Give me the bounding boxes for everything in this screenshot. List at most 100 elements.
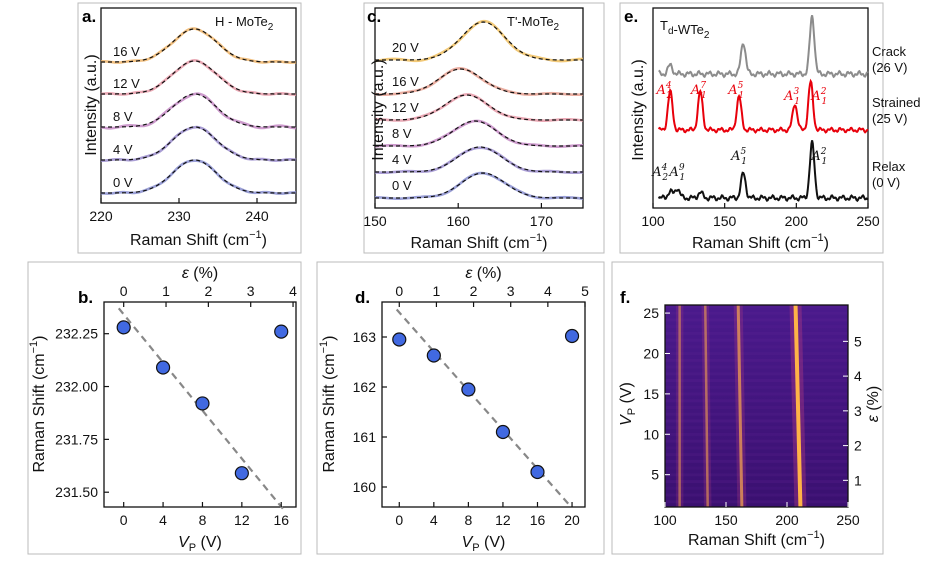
panel-e-mode-sub: 1 [821, 157, 827, 167]
panel-a-ylabel: Intensity (a.u.) [83, 54, 100, 155]
panel-c-frame [374, 7, 584, 209]
panel-f-heatmap-bg [665, 305, 848, 507]
panel-d-border [316, 261, 605, 555]
panel-a-series-label: 12 V [113, 76, 140, 91]
panel-c-xlabel-sup: −1 [530, 232, 543, 244]
panel-f-chart: f. 100 150 200 250 5 10 15 20 25 1 2 3 4 5 Raman Shift … [618, 288, 882, 549]
panel-d-xtick-label: 20 [564, 512, 580, 528]
panel-f-streak [665, 352, 848, 356]
panel-c-xlabel-text: Raman Shift (cm [410, 235, 529, 252]
panel-e-mode-sup: 2 [820, 87, 827, 97]
panel-f-ytick-label: 5 [651, 467, 659, 483]
panel-a-xtick-label: 230 [167, 208, 191, 224]
panel-f-streak [665, 453, 848, 457]
panel-c-title-2: 2 [554, 22, 560, 33]
panel-b-ylabel-close: ) [31, 335, 48, 340]
panel-f-ylabel-rest: (V) [618, 382, 635, 408]
panel-c-letter: c. [367, 7, 381, 26]
panel-d-point [392, 332, 407, 347]
panel-b-top-tick-label: 0 [120, 283, 128, 299]
panel-e-mode-sup: 4 [665, 81, 672, 91]
panel-f-ylabel: VP (V) [618, 382, 638, 426]
panel-f-streak [665, 446, 848, 450]
panel-f-streak [665, 345, 848, 349]
panel-a-chart: a. H - MoTe2 0 V 4 V 8 V 12 V 16 V 220 230 240 Ram… [82, 7, 297, 249]
panel-a-fit-line [101, 93, 296, 128]
panel-b-letter: b. [78, 288, 93, 307]
panel-f-band-line [793, 304, 803, 508]
panel-a-fit-line [101, 159, 296, 194]
panel-f-ytick-label: 25 [643, 305, 659, 321]
panel-b-top-tick-label: 3 [247, 283, 255, 299]
panel-f-right-tick-label: 1 [854, 472, 862, 488]
panel-b-point [155, 360, 171, 375]
panel-e-mode-sup: 5 [740, 147, 746, 157]
panel-a-xlabel: Raman Shift (cm−1) [130, 229, 267, 249]
panel-e-mode-A: A [730, 149, 740, 164]
panel-f-streak [665, 459, 848, 463]
panel-a-xtick-label: 220 [89, 208, 113, 224]
panel-e-xlabel: Raman Shift (cm−1) [692, 232, 829, 252]
panel-c-fit-line [375, 68, 583, 95]
panel-e-mode-sup: 4 [661, 163, 668, 173]
panel-e-series-sub: (26 V) [872, 60, 907, 75]
panel-b-xtick-label: 12 [234, 512, 250, 528]
panel-e-mode-sub: 1 [821, 97, 827, 107]
panel-f-band-line [736, 304, 744, 508]
panel-a-title-txt: H - Mo [215, 14, 254, 29]
panel-d-top-tick-label: 3 [507, 283, 515, 299]
panel-f-streak [665, 311, 848, 315]
panel-b-top-tick-label: 1 [162, 283, 170, 299]
panel-f-streak [665, 432, 848, 436]
panel-c-fit-line [375, 21, 583, 61]
panel-e-mode-sub: 1 [794, 97, 800, 107]
panel-b-point [195, 396, 210, 411]
panel-e-xlabel-close: ) [824, 235, 829, 252]
panel-f-ytick-label: 15 [643, 386, 659, 402]
panel-c-series-line [374, 66, 584, 96]
panel-e-mode-A: A [783, 89, 793, 104]
panel-d-fit-line [395, 308, 572, 507]
panel-b-xlabel-rest: (V) [196, 534, 222, 551]
panel-f-ylabel-v: V [618, 414, 635, 426]
panel-d-point [495, 424, 511, 440]
panel-e-mode-sup: 9 [679, 163, 685, 173]
panel-b-ylabel-text: Raman Shift (cm [31, 353, 48, 472]
panel-c-fit-line [375, 94, 583, 121]
panel-a-title-2: 2 [268, 22, 274, 33]
panel-e-mode-label: A2 1 [810, 147, 827, 167]
panel-d-xlabel-v: V [462, 534, 474, 551]
panel-d-top-tick-label: 5 [581, 283, 589, 299]
panel-a-series-line [100, 92, 297, 130]
panel-d-ytick-label: 161 [353, 429, 377, 445]
panel-e-mode-label: A5 1 [727, 81, 744, 101]
panel-b-point [234, 466, 249, 481]
panel-e-series-name: Relax [872, 159, 906, 174]
panel-f-streak [665, 500, 848, 504]
panel-a-fit-line [101, 28, 296, 63]
panel-f-streak [665, 412, 848, 416]
panel-f-streak [665, 480, 848, 484]
panel-f-border [611, 261, 884, 555]
panel-e-mode-A: A [690, 83, 700, 98]
panel-c-border [363, 2, 605, 254]
panel-c-series-label: 4 V [392, 152, 412, 167]
panel-e-title-2: 2 [704, 30, 710, 41]
panel-e-mode-sub: 1 [680, 173, 686, 183]
panel-f-right-label: ε (%) [865, 386, 882, 422]
panel-d-xlabel: VP (V) [462, 534, 506, 554]
panel-e-mode-label: A2 1 [810, 87, 827, 107]
panel-b-xtick-label: 8 [199, 512, 207, 528]
panel-d-xtick-label: 4 [430, 512, 438, 528]
panel-c-series-label: 8 V [392, 126, 412, 141]
panel-f-streak [665, 305, 848, 308]
panel-b-ylabel: Raman Shift (cm−1) [28, 335, 48, 472]
panel-f-right-tick-label: 4 [854, 368, 862, 384]
panel-f-xtick-label: 250 [836, 512, 860, 528]
panel-d-point [530, 464, 545, 480]
panel-a-xlabel-close: ) [262, 232, 267, 249]
panel-e-xlabel-text: Raman Shift (cm [692, 235, 811, 252]
